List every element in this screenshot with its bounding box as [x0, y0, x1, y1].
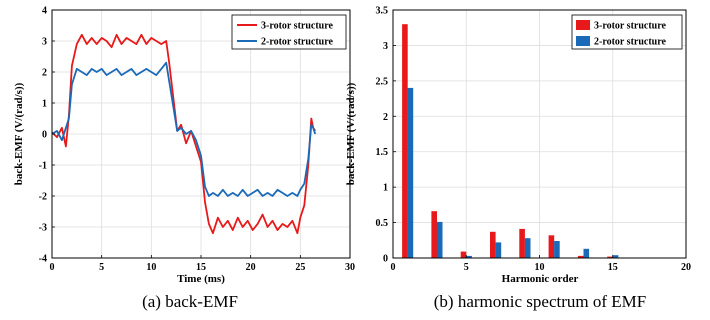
bar-series-2-h7 — [495, 242, 502, 258]
bar-series-1-h9 — [519, 228, 525, 258]
y-tick-label: 2 — [42, 68, 47, 79]
bar-series-2-h9 — [524, 238, 531, 258]
bar-series-1-h13 — [577, 255, 584, 258]
y-tick-label: 1 — [383, 183, 388, 194]
legend-label-series-1: 3-rotor structure — [261, 21, 333, 32]
bar-series-1-h15 — [607, 256, 613, 258]
y-axis-label: back-EMF (V/(rad/s)) — [345, 82, 357, 185]
y-tick-label: -2 — [39, 192, 47, 203]
bar-series-1-h5 — [460, 251, 467, 258]
caption: (a) back-EMF — [142, 292, 238, 311]
bar-series-2-h15 — [612, 255, 619, 258]
y-tick-label: 1 — [42, 99, 47, 110]
series-line-1 — [51, 33, 316, 235]
y-tick-label: 3.5 — [376, 6, 389, 17]
x-tick-label: 5 — [99, 262, 104, 273]
bar-series-2-h11 — [554, 241, 560, 258]
legend-label-series-1: 3-rotor structure — [594, 21, 666, 32]
tick-labels: 0 5 10 15 20 25 30 -4 -3 -2 -1 0 1 2 3 4 — [39, 6, 355, 274]
y-tick-label: 2.5 — [376, 76, 389, 87]
bar-series-1-h3 — [431, 211, 437, 258]
y-tick-label: 0 — [42, 130, 47, 141]
y-tick-label: 0 — [383, 254, 388, 265]
y-tick-label: 3 — [383, 41, 388, 52]
series-lines — [51, 33, 317, 235]
tick-labels: 0 5 10 15 20 0 0.5 1 1.5 2 2.5 3 3.5 — [376, 6, 692, 274]
y-tick-label: -4 — [39, 254, 47, 265]
x-tick-label: 25 — [295, 262, 305, 273]
x-axis-label: Time (ms) — [177, 273, 225, 285]
x-tick-label: 15 — [608, 262, 618, 273]
legend-label-series-2: 2-rotor structure — [261, 37, 333, 48]
x-tick-label: 10 — [146, 262, 156, 273]
bar-series-1-h11 — [548, 235, 555, 258]
grid-lines — [51, 9, 351, 259]
legend-label-series-2: 2-rotor structure — [594, 37, 666, 48]
y-tick-label: 4 — [42, 6, 47, 17]
y-tick-label: -3 — [39, 223, 47, 234]
y-tick-label: 0.5 — [376, 218, 389, 229]
x-tick-label: 20 — [681, 262, 691, 273]
caption: (b) harmonic spectrum of EMF — [434, 292, 646, 311]
bar-series-2-h3 — [436, 221, 443, 258]
series-line-2 — [51, 61, 317, 197]
y-tick-label: 1.5 — [376, 147, 389, 158]
bar-series-1-h1 — [402, 24, 408, 259]
x-axis-label: Harmonic order — [502, 273, 579, 285]
legend-swatch-series-1 — [576, 20, 590, 30]
legend-box — [231, 14, 347, 50]
x-tick-label: 10 — [535, 262, 545, 273]
y-tick-label: -1 — [39, 161, 47, 172]
x-tick-label: 5 — [464, 262, 469, 273]
x-tick-label: 0 — [391, 262, 396, 273]
x-tick-label: 0 — [50, 262, 55, 273]
legend-box — [571, 14, 683, 50]
legend: 3-rotor structure 2-rotor structure — [571, 14, 683, 50]
legend-swatch-series-2 — [576, 36, 590, 46]
bars — [402, 24, 619, 259]
x-tick-label: 30 — [345, 262, 355, 273]
bar-series-2-h13 — [583, 248, 590, 258]
x-tick-label: 15 — [196, 262, 206, 273]
bar-series-1-h7 — [490, 231, 496, 258]
y-tick-label: 2 — [383, 112, 388, 123]
bar-series-2-h5 — [466, 255, 472, 258]
x-tick-label: 20 — [246, 262, 256, 273]
y-tick-label: 3 — [42, 37, 47, 48]
bar-series-2-h1 — [407, 87, 414, 259]
y-axis-label: back-EMF (V/(rad/s)) — [13, 82, 25, 185]
emf-line-chart: 0 5 10 15 20 25 30 -4 -3 -2 -1 0 1 2 3 4 Time (ms) back… — [13, 6, 355, 312]
legend: 3-rotor structure 2-rotor structure — [231, 14, 347, 50]
